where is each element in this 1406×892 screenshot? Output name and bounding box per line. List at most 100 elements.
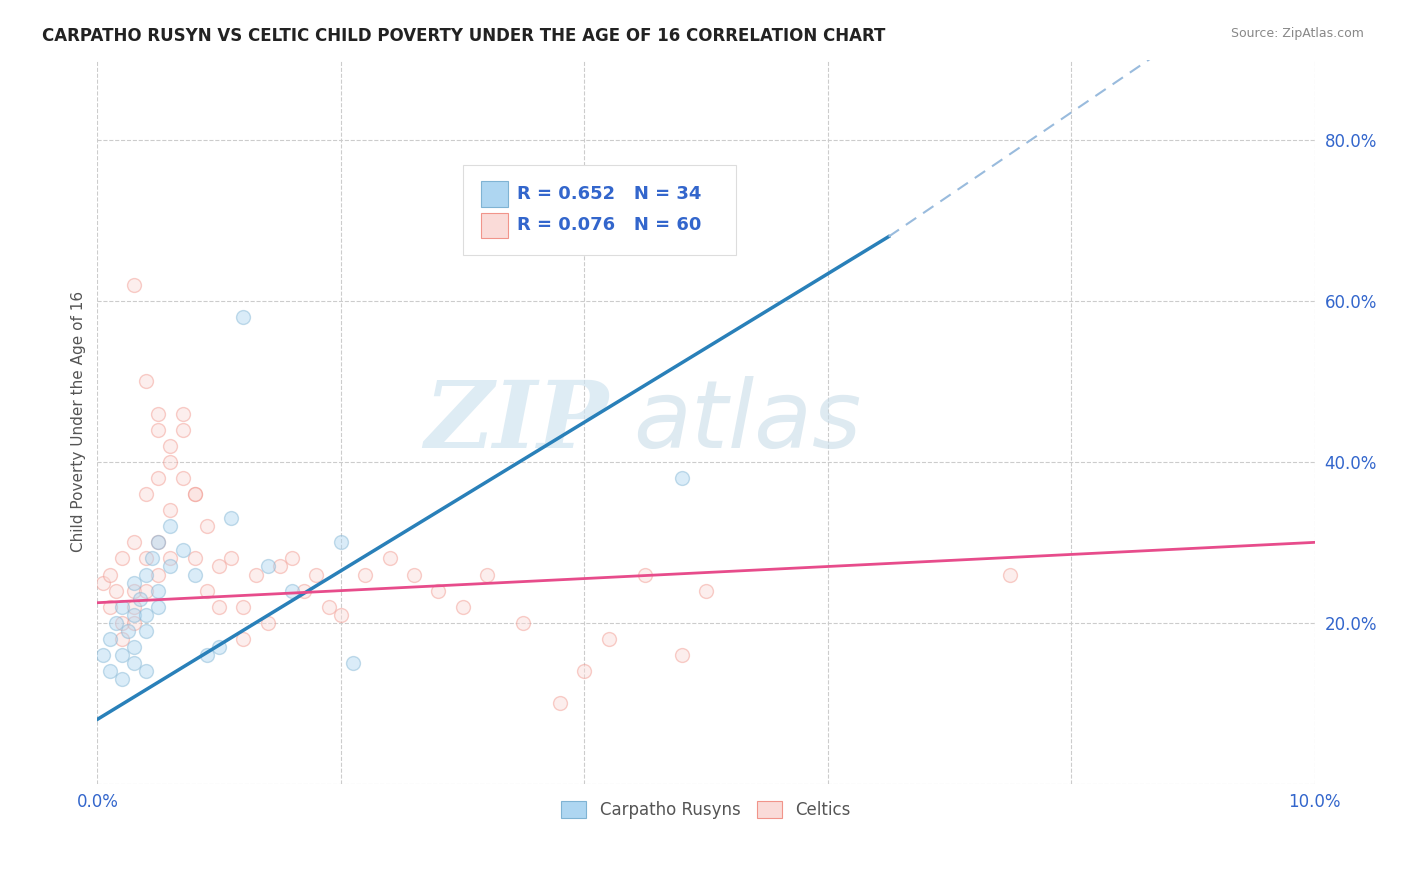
Point xyxy=(135,375,157,389)
Point xyxy=(172,423,194,437)
Point xyxy=(219,511,242,525)
Point xyxy=(329,535,352,549)
Point xyxy=(378,551,401,566)
Point xyxy=(93,648,115,662)
Point xyxy=(305,567,328,582)
Point xyxy=(269,559,291,574)
Point xyxy=(98,599,121,614)
Point xyxy=(232,310,254,324)
Legend: Carpatho Rusyns, Celtics: Carpatho Rusyns, Celtics xyxy=(554,795,858,826)
Point xyxy=(122,607,145,622)
Text: CARPATHO RUSYN VS CELTIC CHILD POVERTY UNDER THE AGE OF 16 CORRELATION CHART: CARPATHO RUSYN VS CELTIC CHILD POVERTY U… xyxy=(42,27,886,45)
Point xyxy=(427,583,450,598)
FancyBboxPatch shape xyxy=(481,213,508,238)
Point xyxy=(184,551,207,566)
Point xyxy=(195,648,218,662)
Point xyxy=(281,551,304,566)
Point xyxy=(129,591,152,606)
Point xyxy=(159,559,181,574)
Point xyxy=(184,487,207,501)
Point xyxy=(122,583,145,598)
Point xyxy=(195,583,218,598)
Point xyxy=(634,567,657,582)
Point xyxy=(98,567,121,582)
Point xyxy=(135,664,157,678)
Point xyxy=(208,559,231,574)
Point xyxy=(135,624,157,638)
Point xyxy=(256,559,278,574)
Point xyxy=(111,599,134,614)
Point xyxy=(104,583,127,598)
Point xyxy=(671,648,693,662)
Point xyxy=(111,551,134,566)
Point xyxy=(512,615,534,630)
Point xyxy=(122,615,145,630)
Point xyxy=(232,599,254,614)
Point xyxy=(148,535,170,549)
Point xyxy=(135,607,157,622)
Point xyxy=(111,615,134,630)
FancyBboxPatch shape xyxy=(481,181,508,207)
Point xyxy=(318,599,340,614)
Point xyxy=(159,503,181,517)
Point xyxy=(135,583,157,598)
Point xyxy=(159,455,181,469)
Point xyxy=(172,407,194,421)
Text: atlas: atlas xyxy=(633,376,862,467)
Point xyxy=(1000,567,1022,582)
Point xyxy=(342,656,364,670)
Point xyxy=(292,583,315,598)
Point xyxy=(172,471,194,485)
Point xyxy=(98,632,121,646)
Point xyxy=(122,277,145,292)
Point xyxy=(671,471,693,485)
Point xyxy=(475,567,498,582)
Point xyxy=(148,583,170,598)
Text: ZIP: ZIP xyxy=(425,376,609,467)
Point xyxy=(98,664,121,678)
Point xyxy=(208,640,231,654)
Point xyxy=(122,599,145,614)
Point xyxy=(159,551,181,566)
Point xyxy=(141,551,163,566)
Point xyxy=(117,624,139,638)
Y-axis label: Child Poverty Under the Age of 16: Child Poverty Under the Age of 16 xyxy=(72,291,86,552)
Point xyxy=(245,567,267,582)
Point xyxy=(159,439,181,453)
Point xyxy=(148,567,170,582)
FancyBboxPatch shape xyxy=(463,165,737,255)
Point xyxy=(111,672,134,686)
Text: Source: ZipAtlas.com: Source: ZipAtlas.com xyxy=(1230,27,1364,40)
Point xyxy=(148,599,170,614)
Point xyxy=(111,632,134,646)
Point xyxy=(93,575,115,590)
Point xyxy=(111,648,134,662)
Point xyxy=(402,567,425,582)
Point xyxy=(122,535,145,549)
Point xyxy=(208,599,231,614)
Point xyxy=(104,615,127,630)
Point xyxy=(184,487,207,501)
Point xyxy=(122,656,145,670)
Point xyxy=(695,583,717,598)
Point xyxy=(172,543,194,558)
Point xyxy=(598,632,620,646)
Point xyxy=(135,567,157,582)
Point xyxy=(256,615,278,630)
Point xyxy=(232,632,254,646)
Point xyxy=(548,696,571,710)
Point xyxy=(122,640,145,654)
Point xyxy=(184,567,207,582)
Point xyxy=(135,551,157,566)
Point xyxy=(122,575,145,590)
Point xyxy=(219,551,242,566)
Point xyxy=(195,519,218,533)
Point xyxy=(329,607,352,622)
Point xyxy=(574,664,596,678)
Point xyxy=(148,423,170,437)
Point xyxy=(354,567,377,582)
Point xyxy=(451,599,474,614)
Point xyxy=(159,519,181,533)
Text: R = 0.076   N = 60: R = 0.076 N = 60 xyxy=(517,217,702,235)
Point xyxy=(148,535,170,549)
